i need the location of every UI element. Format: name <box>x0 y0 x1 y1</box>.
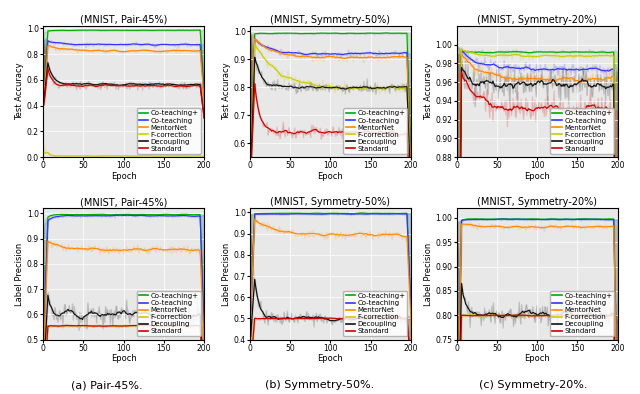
X-axis label: Epoch: Epoch <box>524 172 550 181</box>
Title: (MNIST, Symmetry-50%): (MNIST, Symmetry-50%) <box>271 197 390 208</box>
Y-axis label: Label Precision: Label Precision <box>424 242 433 306</box>
Text: (a) Pair-45%.: (a) Pair-45%. <box>71 380 143 390</box>
Legend: Co-teaching+, Co-teaching, MentorNet, F-correction, Decoupling, Standard: Co-teaching+, Co-teaching, MentorNet, F-… <box>137 108 201 154</box>
Legend: Co-teaching+, Co-teaching, MentorNet, F-correction, Decoupling, Standard: Co-teaching+, Co-teaching, MentorNet, F-… <box>344 291 408 336</box>
Legend: Co-teaching+, Co-teaching, MentorNet, F-correction, Decoupling, Standard: Co-teaching+, Co-teaching, MentorNet, F-… <box>550 108 614 154</box>
Legend: Co-teaching+, Co-teaching, MentorNet, F-correction, Decoupling, Standard: Co-teaching+, Co-teaching, MentorNet, F-… <box>344 108 408 154</box>
Y-axis label: Label Precision: Label Precision <box>222 242 231 306</box>
Y-axis label: Label Precision: Label Precision <box>15 242 24 306</box>
Text: (c) Symmetry-20%.: (c) Symmetry-20%. <box>479 380 588 390</box>
Y-axis label: Test Accuracy: Test Accuracy <box>424 63 433 120</box>
X-axis label: Epoch: Epoch <box>524 354 550 363</box>
Y-axis label: Test Accuracy: Test Accuracy <box>15 63 24 120</box>
Title: (MNIST, Pair-45%): (MNIST, Pair-45%) <box>80 15 167 25</box>
Title: (MNIST, Symmetry-20%): (MNIST, Symmetry-20%) <box>477 15 597 25</box>
Title: (MNIST, Symmetry-20%): (MNIST, Symmetry-20%) <box>477 197 597 208</box>
X-axis label: Epoch: Epoch <box>317 354 343 363</box>
Legend: Co-teaching+, Co-teaching, MentorNet, F-correction, Decoupling, Standard: Co-teaching+, Co-teaching, MentorNet, F-… <box>550 291 614 336</box>
X-axis label: Epoch: Epoch <box>111 172 136 181</box>
Title: (MNIST, Symmetry-50%): (MNIST, Symmetry-50%) <box>271 15 390 25</box>
Text: (b) Symmetry-50%.: (b) Symmetry-50%. <box>266 380 374 390</box>
Title: (MNIST, Pair-45%): (MNIST, Pair-45%) <box>80 197 167 208</box>
Legend: Co-teaching+, Co-teaching, MentorNet, F-correction, Decoupling, Standard: Co-teaching+, Co-teaching, MentorNet, F-… <box>137 291 201 336</box>
Y-axis label: Test Accuracy: Test Accuracy <box>222 63 231 120</box>
X-axis label: Epoch: Epoch <box>111 354 136 363</box>
X-axis label: Epoch: Epoch <box>317 172 343 181</box>
